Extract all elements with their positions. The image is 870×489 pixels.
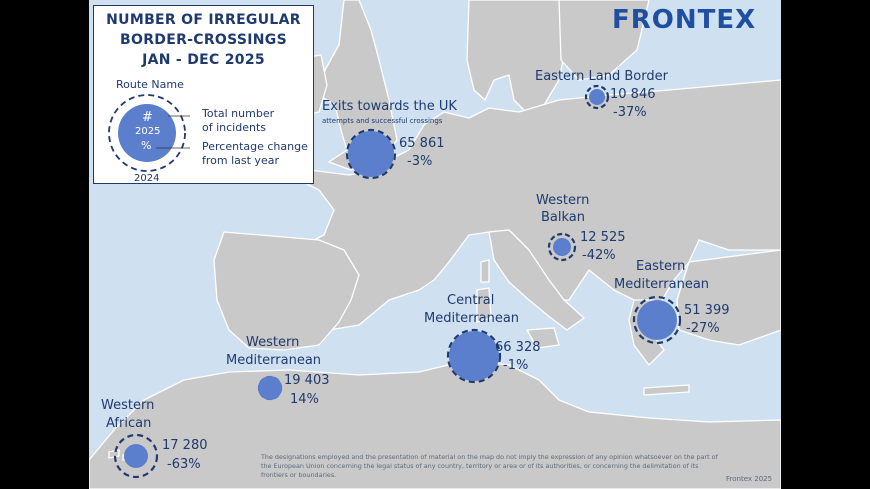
legend-year-2024: 2024 (134, 173, 160, 184)
route-western-balkan-name-2: Balkan (541, 210, 586, 225)
route-central-med-count: 66 328 (495, 340, 541, 355)
bubble-2024-eastern-med (632, 295, 682, 345)
route-eastern-land-change: -37% (613, 105, 647, 120)
land-crete (643, 384, 690, 396)
map-base (89, 0, 781, 489)
legend-total-line-1: Total number (202, 107, 275, 120)
route-central-med-name-2: Mediterranean (424, 311, 520, 326)
copyright: Frontex 2025 (726, 475, 773, 483)
bubble-2024-eastern-land (584, 84, 610, 110)
legend-route-name: Route Name (116, 78, 184, 91)
route-eastern-med-name-1: Eastern (636, 259, 686, 274)
bubble-2024-western-balkan (547, 232, 577, 262)
legend: NUMBER OF IRREGULAR BORDER-CROSSINGS JAN… (93, 5, 314, 184)
route-central-med-name-1: Central (447, 293, 495, 308)
land-sardinia (476, 287, 492, 323)
route-western-balkan-change: -42% (582, 248, 616, 263)
bubble-2025-western-african (124, 444, 148, 468)
route-uk-name: Exits towards the UK (322, 99, 457, 114)
bubble-2024-central-med (446, 328, 502, 384)
legend-symbol (108, 94, 190, 172)
route-western-balkan-name-1: Western (536, 193, 590, 208)
route-uk-subtitle: attempts and successful crossings (322, 117, 443, 125)
route-western-med-count: 19 403 (284, 373, 330, 388)
bubble-2025-western-balkan (553, 238, 571, 256)
route-eastern-med-name-2: Mediterranean (614, 277, 710, 292)
legend-year-2025: 2025 (135, 126, 161, 137)
legend-hash: # (142, 110, 153, 125)
route-western-med-change: 14% (290, 392, 319, 407)
land-italy (488, 229, 585, 331)
route-central-med-change: -1% (503, 358, 529, 373)
bubble-2025-western-med (258, 376, 282, 400)
land-corsica (480, 259, 490, 283)
legend-percent: % (141, 139, 152, 152)
route-eastern-med-change: -27% (686, 321, 720, 336)
legend-total-line-2: of incidents (202, 121, 266, 134)
route-western-african-count: 17 280 (162, 438, 208, 453)
bubble-2024-uk (345, 128, 397, 180)
route-uk-count: 65 861 (399, 136, 445, 151)
route-western-med-name-2: Mediterranean (226, 353, 322, 368)
legend-change-line-2: from last year (202, 154, 279, 167)
route-western-balkan-count: 12 525 (580, 230, 626, 245)
land-sicily (526, 327, 560, 349)
legend-title-line-3: JAN - DEC 2025 (142, 52, 265, 68)
legend-change-line-1: Percentage change (202, 140, 308, 153)
route-eastern-land-count: 10 846 (610, 87, 656, 102)
frontex-logo: FRONTEX (612, 5, 757, 35)
bubble-2025-central-med (449, 331, 499, 381)
land-turkey (676, 249, 781, 346)
disclaimer: The designations employed and the presen… (261, 453, 718, 479)
legend-title-line-1: NUMBER OF IRREGULAR (106, 12, 301, 28)
bubble-2025-eastern-land (589, 89, 605, 105)
legend-title-line-2: BORDER-CROSSINGS (120, 32, 287, 48)
route-western-african-change: -63% (167, 457, 201, 472)
bubble-2025-eastern-med (637, 300, 677, 340)
route-uk-change: -3% (407, 154, 433, 169)
land-iberia (213, 231, 360, 351)
land-finland (558, 0, 650, 81)
route-western-african-name-2: African (106, 416, 152, 431)
bubble-2024-western-african (113, 433, 159, 479)
route-western-african-name-1: Western (101, 398, 155, 413)
bubble-2025-uk (348, 131, 394, 177)
route-eastern-land-name: Eastern Land Border (535, 69, 668, 84)
route-eastern-med-count: 51 399 (684, 303, 730, 318)
route-western-med-name-1: Western (246, 335, 300, 350)
map-frame: NUMBER OF IRREGULAR BORDER-CROSSINGS JAN… (89, 0, 781, 489)
